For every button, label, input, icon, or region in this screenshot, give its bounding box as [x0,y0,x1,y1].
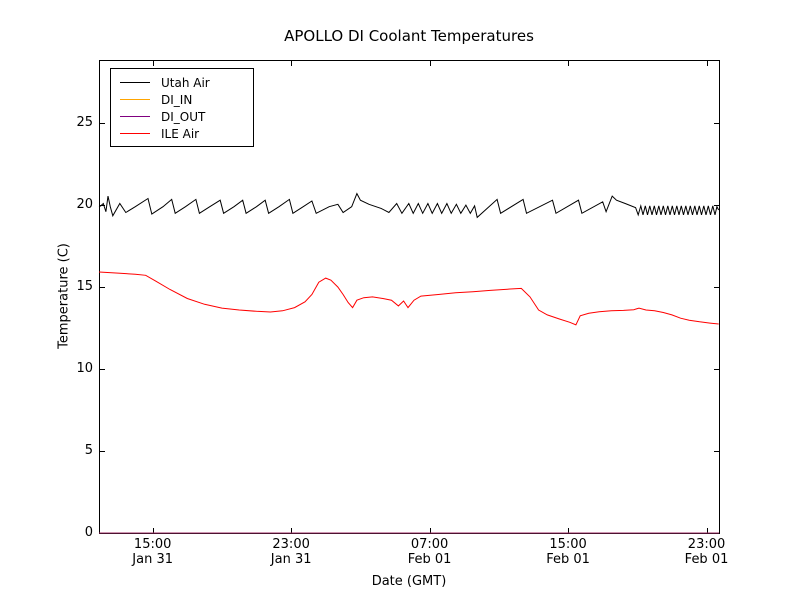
x-tick-time: 07:00 [410,537,449,552]
legend-line-sample-di-in [120,98,150,101]
legend-item-utah-air: Utah Air [111,74,253,91]
legend: Utah Air DI_IN DI_OUT ILE Air [110,68,254,147]
x-tick-date: Feb 01 [546,552,590,567]
x-tick-date: Feb 01 [407,552,452,567]
legend-item-di-out: DI_OUT [111,108,253,125]
y-tick-label: 20 [76,197,93,213]
y-tick-label: 0 [84,525,93,540]
x-tick-label: 15:00 Feb 01 [523,537,613,567]
x-tick-label: 23:00 Feb 01 [662,537,752,567]
legend-label: DI_OUT [161,109,206,124]
legend-line-sample-di-out [120,115,150,118]
x-tick-label: 15:00 Jan 31 [108,537,198,567]
x-tick-date: Feb 01 [684,552,729,567]
legend-item-ile-air: ILE Air [111,125,253,142]
y-tick-label: 10 [76,361,93,377]
legend-label: ILE Air [161,126,200,141]
y-tick-label: 25 [76,115,93,131]
x-tick-date: Jan 31 [132,552,174,567]
chart-title: APOLLO DI Coolant Temperatures [284,27,534,45]
x-tick-date: Jan 31 [270,552,312,567]
legend-item-di-in: DI_IN [111,91,253,108]
x-tick-time: 23:00 [687,537,726,552]
y-tick-label: 15 [76,279,93,295]
series-line-utah-air [98,192,720,219]
series-line-ile-air [98,271,719,326]
x-tick-time: 23:00 [272,537,310,552]
legend-label: DI_IN [161,92,193,107]
legend-label: Utah Air [161,75,210,90]
x-tick-time: 15:00 [549,537,587,552]
x-axis-label: Date (GMT) [371,574,447,589]
x-tick-time: 15:00 [133,537,172,552]
x-tick-label: 23:00 Jan 31 [246,537,336,567]
y-tick-label: 5 [84,443,93,459]
y-axis-label: Temperature (C) [56,243,72,349]
legend-line-sample-utah-air [120,81,150,84]
x-tick-label: 07:00 Feb 01 [385,537,475,567]
legend-line-sample-ile-air [120,132,150,135]
